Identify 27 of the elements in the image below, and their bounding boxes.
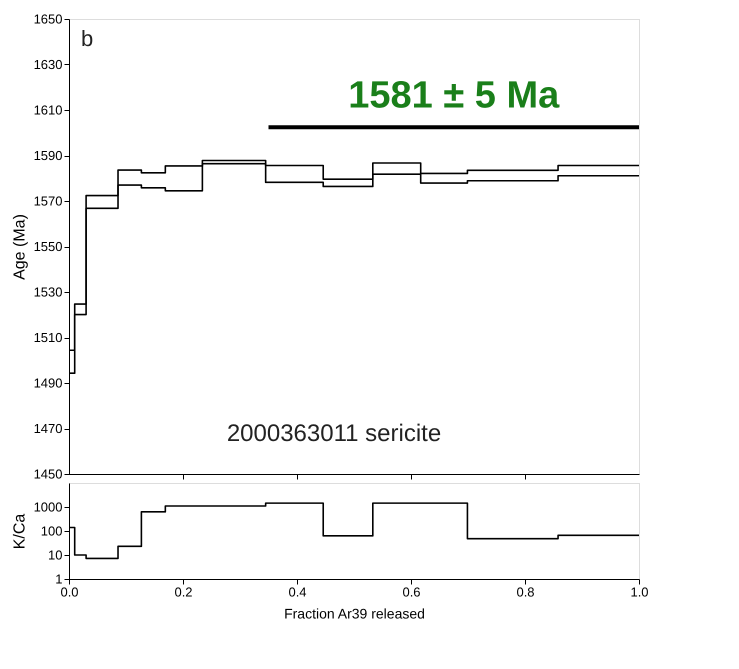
x-tick-label: 0.0 — [60, 584, 79, 600]
y-tick-label: 1550 — [34, 239, 62, 254]
x-tick-label: 1.0 — [630, 584, 649, 600]
x-axis-title: Fraction Ar39 released — [284, 606, 425, 622]
y-tick-label: 100 — [40, 524, 62, 538]
x-tick-label: 0.6 — [402, 584, 421, 600]
y-tick-label: 1000 — [34, 500, 62, 514]
x-tick-label: 0.8 — [516, 584, 535, 600]
y-tick-label: 1530 — [34, 284, 62, 300]
x-tick-label: 0.4 — [288, 584, 307, 600]
y-tick-label: 1 — [55, 572, 62, 586]
y-tick-label: 10 — [48, 548, 62, 562]
y-axis-title: Age (Ma) — [12, 214, 29, 280]
y-tick-label: 1630 — [34, 57, 62, 72]
y-tick-label: 1510 — [34, 330, 62, 345]
y-tick-label: 1570 — [34, 194, 62, 208]
y-tick-label: 1470 — [34, 421, 62, 436]
y-tick-label: 1650 — [34, 12, 62, 26]
x-tick-label: 0.2 — [174, 584, 193, 600]
annotation: b — [81, 26, 94, 51]
y-tick-label: 1610 — [34, 102, 62, 118]
y-axis-title: K/Ca — [12, 514, 29, 550]
y-tick-label: 1490 — [34, 376, 62, 390]
y-tick-label: 1590 — [34, 148, 62, 163]
annotation: 2000363011 sericite — [226, 420, 442, 447]
annotation: 1581 ± 5 Ma — [348, 74, 560, 116]
y-tick-label: 1450 — [34, 466, 62, 482]
